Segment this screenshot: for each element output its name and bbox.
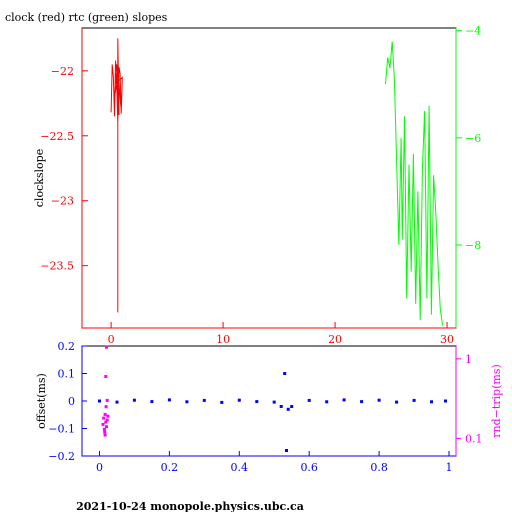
round-trip-point [104, 375, 108, 378]
top-y-axis-label: clockslope [33, 149, 46, 207]
offset-point [342, 398, 346, 402]
round-trip-point [105, 418, 109, 422]
top-x-tick-label: 0 [108, 333, 115, 346]
clock-slope-line [110, 38, 123, 313]
offset-point [132, 398, 136, 402]
offset-point [167, 398, 171, 402]
bottom-x-tick-label: 0.6 [300, 461, 318, 474]
round-trip-point [105, 398, 109, 402]
round-trip-point [104, 405, 108, 409]
offset-point [360, 400, 364, 404]
offset-point [202, 398, 206, 402]
offset-point [98, 399, 101, 403]
offset-point [283, 372, 287, 375]
round-trip-point [102, 427, 106, 431]
round-trip-point [103, 412, 107, 416]
bottom-y-tick-label: −0.2 [48, 450, 75, 463]
bottom-plot-frame [81, 345, 457, 457]
top-y-tick-label: −22 [51, 65, 74, 78]
rtc-slope-line [385, 41, 444, 326]
top-y-tick-label: −22.5 [40, 130, 74, 143]
top-y2-tick-label: −6 [465, 132, 481, 145]
bottom-x-tick-label: 0 [96, 461, 103, 474]
offset-point [325, 400, 329, 404]
round-trip-point [101, 422, 105, 426]
top-y2-tick-label: −4 [465, 25, 481, 38]
chart-marks: 0 10 20 30−22−22.5−23−23.5−4−6−80 0.2 0.4 0.6 0… [40, 25, 482, 474]
offset-point [115, 400, 119, 404]
offset-point [255, 400, 259, 404]
offset-point [395, 400, 399, 404]
offset-point [377, 398, 381, 402]
top-y2-tick-label: −8 [465, 239, 481, 252]
round-trip-point [105, 425, 108, 429]
round-trip-point [106, 414, 110, 418]
bottom-y-axis-label: offset(ms) [35, 373, 48, 429]
top-x-tick-label: 10 [216, 333, 230, 346]
bottom-y2-axis-label: rnd−trip(ms) [490, 364, 503, 438]
offset-point [150, 400, 154, 404]
offset-point [279, 405, 283, 408]
footer-text: 2021-10-24 monopole.physics.ubc.ca [76, 500, 304, 512]
top-y-tick-label: −23 [51, 195, 74, 208]
offset-point [444, 399, 447, 403]
chart-title: clock (red) rtc (green) slopes [5, 11, 168, 24]
offset-point [290, 405, 294, 408]
offset-point [220, 400, 224, 404]
round-trip-point [104, 420, 108, 424]
offset-point [307, 398, 311, 402]
top-x-tick-label: 20 [328, 333, 342, 346]
offset-point [412, 398, 416, 402]
offset-point [237, 398, 241, 402]
top-x-tick-label: 30 [440, 333, 454, 346]
bottom-y-tick-label: −0.1 [48, 423, 75, 436]
offset-point [286, 407, 290, 411]
bottom-x-tick-label: 0.8 [370, 461, 388, 474]
bottom-y-tick-label: 0.2 [58, 340, 76, 353]
top-y-tick-label: −23.5 [40, 260, 74, 273]
round-trip-point [102, 416, 106, 420]
bottom-y2-tick-label: 1 [465, 353, 472, 366]
bottom-y-tick-label: 0 [68, 395, 75, 408]
bottom-x-tick-label: 0.2 [161, 461, 179, 474]
bottom-x-tick-label: 0.4 [231, 461, 249, 474]
round-trip-point [103, 430, 107, 434]
bottom-y-tick-label: 0.1 [58, 368, 76, 381]
round-trip-point [105, 345, 108, 349]
offset-point [272, 400, 276, 404]
offset-point [430, 400, 433, 404]
bottom-y2-tick-label: 0.1 [465, 432, 483, 445]
round-trip-point [103, 433, 107, 437]
bottom-x-tick-label: 1 [446, 461, 453, 474]
offset-point [285, 449, 288, 452]
offset-point [185, 400, 189, 404]
